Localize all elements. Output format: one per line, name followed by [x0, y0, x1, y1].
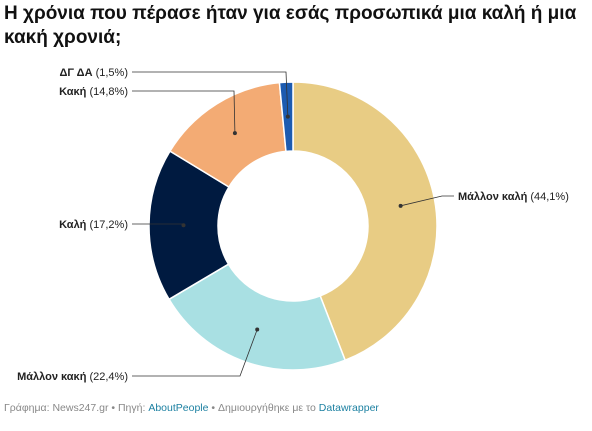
leader-dot-0	[398, 203, 403, 208]
leader-dot-1	[255, 327, 260, 332]
slice-0[interactable]	[292, 81, 438, 362]
slice-label-3: Κακή (14,8%)	[59, 86, 128, 98]
footer-source-link[interactable]: AboutPeople	[148, 402, 209, 414]
leader-line-3	[132, 90, 236, 134]
footer-tool-link[interactable]: Datawrapper	[318, 402, 379, 414]
footer-source-prefix: • Πηγή:	[108, 402, 149, 414]
leader-dot-3	[232, 131, 237, 136]
leader-line-4	[132, 71, 289, 117]
leader-line-0	[400, 195, 454, 207]
slice-label-4: ΔΓ ΔΑ (1,5%)	[60, 67, 128, 79]
leader-line-1	[132, 329, 258, 377]
leader-dot-2	[181, 223, 186, 228]
chart-title: Η χρόνια που πέρασε ήταν για εσάς προσωπ…	[4, 3, 577, 48]
slice-label-0: Μάλλον καλή (44,1%)	[458, 191, 569, 203]
slice-label-2: Καλή (17,2%)	[59, 219, 128, 231]
footer-chart-by: News247.gr	[52, 402, 109, 414]
footer-chart-prefix: Γράφημα:	[4, 402, 53, 414]
chart-footer: Γράφημα: News247.gr • Πηγή: AboutPeople …	[4, 402, 379, 414]
slice-label-1: Μάλλον κακή (22,4%)	[17, 371, 128, 383]
footer-tool-prefix: • Δημιουργήθηκε με το	[208, 402, 319, 414]
leader-dot-4	[285, 114, 290, 119]
slice-1[interactable]	[168, 263, 347, 371]
